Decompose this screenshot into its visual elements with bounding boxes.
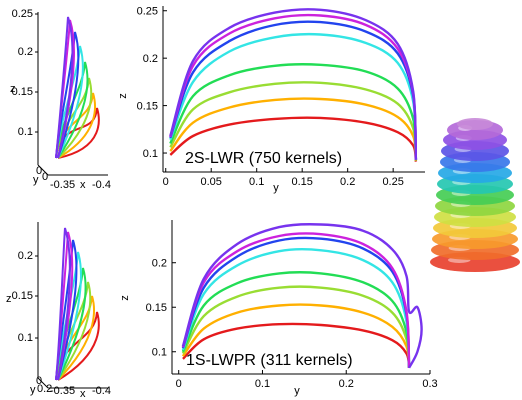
bottom-3d-curves (55, 227, 100, 381)
series-line-5 (181, 248, 411, 368)
y-tick-label: 0.1 (143, 148, 158, 160)
bottom-yticks: 0.1 0.15 0.2 (146, 258, 176, 359)
x-tick-label: 0.15 (291, 176, 312, 188)
x-tick-label: 0.05 (201, 176, 222, 188)
inset-series-line-6 (55, 31, 80, 159)
bottom-ylabel: z (119, 295, 131, 301)
bottom-3d-xtick: -0.35 (50, 385, 75, 397)
bottom-3d-side-label: 0.2 (37, 383, 52, 395)
series-line-4 (181, 271, 411, 368)
series-line-6 (181, 236, 411, 368)
bottom-annotation: 1S-LWPR (311 kernels) (186, 352, 353, 369)
bottom-xlabel: y (294, 385, 300, 397)
x-tick-label: 0.2 (340, 176, 355, 188)
top-annotation: 2S-LWR (750 kernels) (185, 150, 342, 167)
y-tick-label: 0.15 (146, 302, 167, 314)
top-yticks: 0.1 0.15 0.2 0.25 (137, 6, 167, 160)
y-tick-label: 0.15 (137, 101, 158, 113)
top-curves (169, 8, 418, 162)
rainbow-stack-render (430, 118, 520, 272)
bottom-xticks: 0 0.1 0.2 0.3 (176, 370, 438, 390)
x-tick-label: 0 (176, 378, 182, 390)
series-line-8 (169, 8, 418, 160)
bottom-3d-inset: 0.2 0.15 0.1 z 0 0.2 y -0.35 x -0.4 (6, 222, 111, 400)
top-3d-xlabel: x (80, 179, 86, 191)
bottom-curves (181, 223, 423, 369)
top-3d-side-label: 0 (36, 165, 42, 177)
series-line-1 (182, 322, 411, 369)
top-3d-curves (55, 16, 100, 159)
y-tick-label: 0.1 (152, 347, 167, 359)
top-xticks: 0 0.05 0.1 0.15 0.2 0.25 (163, 168, 404, 188)
inset-series-line-6 (55, 239, 78, 381)
top-3d-ztick: 0.25 (12, 8, 33, 20)
series-line-3 (169, 81, 418, 161)
bottom-3d-xtick: -0.4 (92, 385, 111, 397)
bottom-3d-ztick: 0.15 (12, 290, 33, 302)
inset-series-line-8 (55, 16, 74, 159)
bottom-3d-y-axis (37, 377, 49, 389)
inset-series-line-8 (55, 227, 71, 381)
bottom-3d-side-label: y (30, 384, 36, 396)
x-tick-label: 0 (163, 176, 169, 188)
top-3d-side-label: y (33, 174, 39, 186)
series-line-8 (181, 223, 423, 369)
top-3d-xtick: -0.4 (92, 179, 111, 191)
top-ylabel: z (117, 93, 129, 99)
stack-cap (457, 118, 493, 130)
series-line-7 (181, 232, 411, 368)
series-line-1 (169, 116, 418, 162)
series-line-3 (181, 285, 411, 368)
bottom-3d-xlabel: x (80, 388, 86, 400)
series-line-2 (181, 303, 411, 368)
bottom-3d-ztick: 0.1 (18, 332, 33, 344)
x-tick-label: 0.1 (249, 176, 264, 188)
inset-series-line-5 (55, 45, 84, 159)
x-tick-label: 0.2 (339, 378, 354, 390)
inset-series-line-5 (55, 251, 82, 381)
x-tick-label: 0.25 (382, 176, 403, 188)
bottom-3d-zlabel: z (6, 293, 12, 305)
top-xlabel: y (273, 182, 279, 194)
x-tick-label: 0.3 (422, 378, 437, 390)
bottom-main-plot: 0 0.1 0.2 0.3 0.1 0.15 0.2 z y 1S-LWPR (311 k… (119, 220, 438, 397)
top-3d-ztick: 0.15 (12, 86, 33, 98)
y-tick-label: 0.2 (152, 258, 167, 270)
series-line-5 (169, 32, 418, 160)
series-line-2 (169, 97, 418, 161)
top-main-plot: 0 0.05 0.1 0.15 0.2 0.25 0.1 0.15 0.2 0.25 z y 2… (117, 6, 425, 194)
top-3d-side-label: 0 (42, 171, 48, 183)
y-tick-label: 0.2 (143, 53, 158, 65)
top-3d-xtick: -0.35 (50, 179, 75, 191)
bottom-3d-ztick: 0.2 (18, 250, 33, 262)
top-3d-ztick: 0.1 (18, 126, 33, 138)
top-3d-inset: 0.25 0.2 0.15 0.1 z 0 y 0 -0.35 x -0.4 (10, 8, 111, 191)
top-3d-zlabel: z (10, 83, 16, 95)
y-tick-label: 0.25 (137, 6, 158, 18)
bottom-3d-side-label: 0 (36, 375, 42, 387)
x-tick-label: 0.1 (255, 378, 270, 390)
top-3d-ztick: 0.2 (18, 46, 33, 58)
top-3d-y-axis (37, 164, 49, 176)
series-line-4 (169, 63, 418, 160)
